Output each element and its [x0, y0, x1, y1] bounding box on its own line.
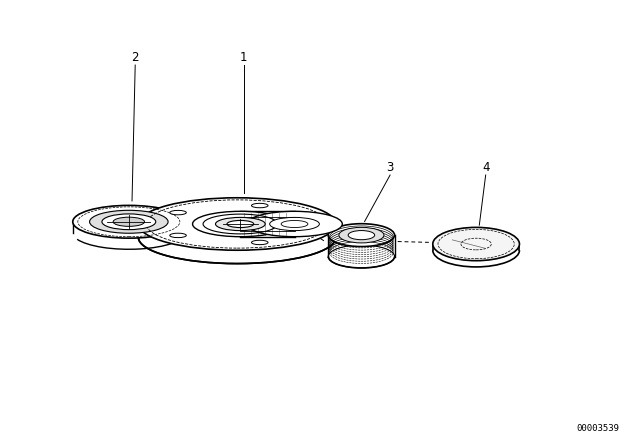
Ellipse shape [227, 220, 253, 228]
Text: 4: 4 [482, 160, 490, 173]
Ellipse shape [246, 211, 342, 237]
Ellipse shape [113, 217, 145, 226]
Ellipse shape [102, 214, 156, 230]
Ellipse shape [281, 220, 308, 228]
Text: 1: 1 [240, 51, 247, 64]
Text: 2: 2 [131, 51, 139, 64]
Polygon shape [433, 250, 520, 267]
Ellipse shape [348, 231, 374, 240]
Polygon shape [138, 224, 336, 263]
Ellipse shape [339, 227, 384, 243]
Ellipse shape [170, 211, 186, 215]
Polygon shape [328, 257, 394, 268]
Text: 00003539: 00003539 [577, 424, 620, 433]
Ellipse shape [302, 222, 319, 226]
Ellipse shape [73, 205, 185, 238]
Ellipse shape [252, 240, 268, 245]
Ellipse shape [252, 203, 268, 208]
Ellipse shape [328, 224, 394, 246]
Ellipse shape [90, 210, 168, 233]
Ellipse shape [170, 233, 186, 237]
Ellipse shape [138, 198, 336, 250]
Ellipse shape [216, 217, 265, 231]
Text: 3: 3 [387, 160, 394, 173]
Ellipse shape [269, 217, 319, 231]
Ellipse shape [193, 211, 288, 237]
Ellipse shape [433, 228, 520, 261]
